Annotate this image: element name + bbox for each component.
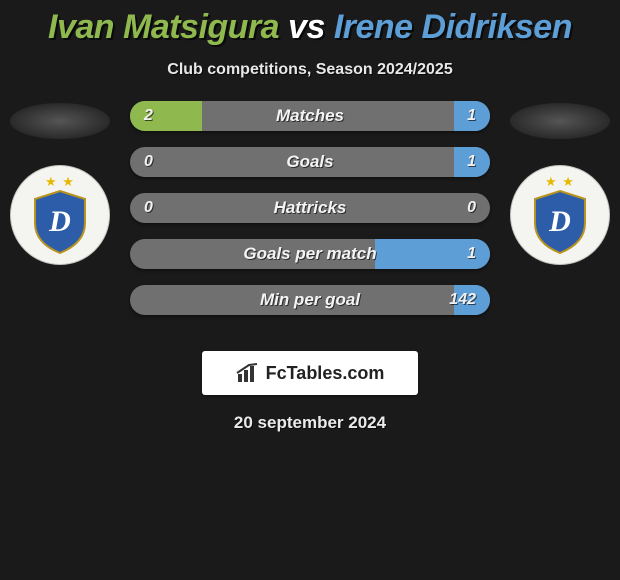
vs-text: vs: [288, 8, 325, 46]
stat-label: Hattricks: [130, 193, 490, 223]
comparison-layout: ★ ★ D ★ ★ D 21Matches 01Goals 00Hattricks 1…: [0, 101, 620, 341]
player1-photo: [10, 103, 110, 139]
stat-label: Min per goal: [130, 285, 490, 315]
player1-name: Ivan Matsigura: [48, 8, 279, 46]
stat-label: Goals: [130, 147, 490, 177]
stat-row: 1Goals per match: [130, 239, 490, 269]
badge-letter: D: [548, 205, 571, 238]
shield-icon: D: [530, 189, 590, 255]
player2-club-badge: ★ ★ D: [510, 165, 610, 265]
stat-row: 00Hattricks: [130, 193, 490, 223]
badge-stars-icon: ★ ★: [545, 175, 575, 189]
badge-letter: D: [48, 205, 71, 238]
player2-column: ★ ★ D: [500, 101, 620, 265]
stat-row: 21Matches: [130, 101, 490, 131]
stat-label: Matches: [130, 101, 490, 131]
stat-row: 01Goals: [130, 147, 490, 177]
comparison-title: Ivan Matsigura vs Irene Didriksen: [0, 0, 620, 47]
stat-row: 142Min per goal: [130, 285, 490, 315]
player1-column: ★ ★ D: [0, 101, 120, 265]
bar-chart-icon: [236, 362, 260, 384]
player1-club-badge: ★ ★ D: [10, 165, 110, 265]
player2-name: Irene Didriksen: [334, 8, 572, 46]
shield-icon: D: [30, 189, 90, 255]
brand-box[interactable]: FcTables.com: [202, 351, 418, 395]
stat-label: Goals per match: [130, 239, 490, 269]
brand-text: FcTables.com: [266, 363, 385, 384]
stat-bars: 21Matches 01Goals 00Hattricks 1Goals per ma…: [130, 101, 490, 331]
badge-stars-icon: ★ ★: [45, 175, 75, 189]
date: 20 september 2024: [0, 413, 620, 433]
player2-photo: [510, 103, 610, 139]
subtitle: Club competitions, Season 2024/2025: [0, 61, 620, 79]
